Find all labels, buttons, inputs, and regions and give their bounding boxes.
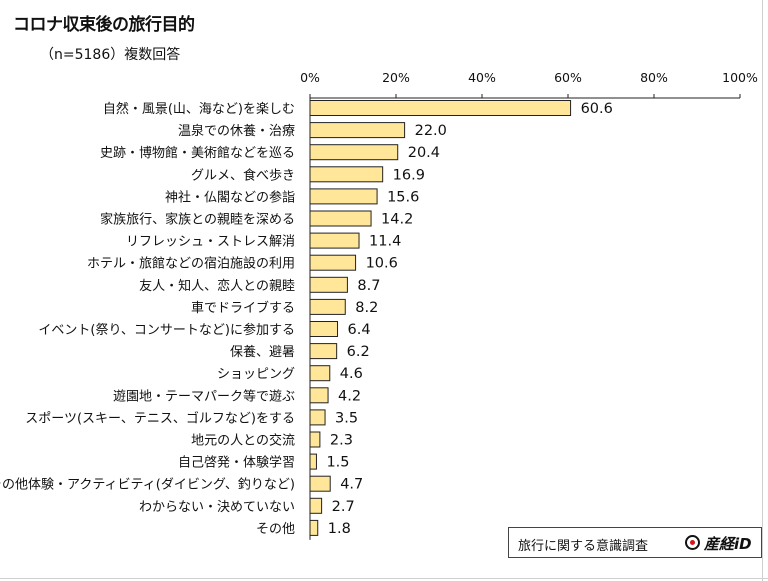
- data-label: 1.5: [326, 455, 349, 471]
- data-label: 8.7: [357, 278, 380, 294]
- data-label: 4.6: [340, 366, 363, 382]
- bar: [309, 409, 326, 426]
- category-label: グルメ、食べ歩き: [191, 167, 295, 183]
- data-label: 16.9: [393, 167, 425, 183]
- data-label: 2.3: [330, 433, 353, 449]
- category-label: 自然・風景(山、海など)を楽しむ: [103, 101, 295, 117]
- data-label: 20.4: [408, 145, 440, 161]
- bar: [309, 276, 348, 293]
- category-label: ホテル・旅館などの宿泊施設の利用: [87, 256, 295, 272]
- category-label: 車でドライブする: [191, 300, 295, 316]
- data-label: 8.2: [355, 300, 378, 316]
- category-label: その他体験・アクティビティ(ダイビング、釣りなど): [0, 477, 295, 493]
- brand-logo-icon: [685, 535, 700, 550]
- category-label: 自己啓発・体験学習: [178, 455, 295, 471]
- brand-name: 産経iD: [704, 535, 752, 553]
- category-label: 神社・仏閣などの参詣: [165, 189, 295, 205]
- category-label: その他: [256, 522, 295, 537]
- bar: [309, 431, 321, 448]
- category-label: わからない・決めていない: [139, 500, 295, 515]
- category-label: 家族旅行、家族との親睦を深める: [100, 212, 295, 228]
- bar: [309, 519, 319, 536]
- data-label: 1.8: [328, 521, 351, 537]
- category-label: リフレッシュ・ストレス解消: [126, 235, 295, 250]
- data-label: 6.2: [347, 344, 370, 360]
- x-tick-label: 40%: [468, 70, 496, 85]
- x-tick-label: 20%: [382, 70, 410, 85]
- bar: [309, 166, 384, 183]
- frame-border-right: [762, 0, 763, 581]
- x-tick-label: 0%: [300, 70, 320, 85]
- data-label: 4.2: [338, 388, 361, 404]
- data-label: 14.2: [381, 212, 413, 228]
- bar: [309, 188, 378, 205]
- category-label: 温泉での休養・治療: [178, 123, 295, 139]
- x-tick-label: 100%: [722, 70, 758, 85]
- x-tick-label: 80%: [640, 70, 668, 85]
- category-label: 遊園地・テーマパーク等で遊ぶ: [113, 388, 295, 404]
- data-label: 10.6: [366, 256, 398, 272]
- bar: [309, 298, 346, 315]
- frame-border-bottom: [0, 578, 768, 579]
- source-text: 旅行に関する意識調査: [518, 539, 649, 554]
- category-label: イベント(祭り、コンサートなど)に参加する: [38, 322, 295, 338]
- category-label: スポーツ(スキー、テニス、ゴルフなど)をする: [25, 410, 295, 426]
- bar: [309, 122, 406, 139]
- data-label: 60.6: [581, 101, 613, 117]
- data-label: 22.0: [415, 123, 447, 139]
- category-label: ショッピング: [217, 367, 295, 382]
- category-label: 保養、避暑: [230, 344, 295, 360]
- bar: [309, 254, 357, 271]
- data-label: 2.7: [332, 499, 355, 515]
- bar: [309, 144, 399, 161]
- category-label: 史跡・博物館・美術館などを巡る: [100, 145, 295, 161]
- bar: [309, 100, 572, 116]
- data-label: 3.5: [335, 410, 358, 426]
- bar: [309, 475, 331, 492]
- bar: [309, 343, 338, 360]
- brand-logo-dot: [690, 540, 695, 545]
- source-box: 旅行に関する意識調査 産経iD: [508, 527, 762, 558]
- bar: [309, 321, 339, 337]
- data-label: 11.4: [369, 234, 401, 250]
- category-label: 地元の人との交流: [191, 433, 295, 449]
- category-label: 友人・知人、恋人との親睦: [139, 278, 295, 294]
- bar: [309, 232, 360, 249]
- data-label: 15.6: [387, 189, 419, 205]
- data-label: 4.7: [340, 477, 363, 493]
- data-label: 6.4: [348, 322, 371, 338]
- bar: [309, 497, 323, 514]
- bar: [309, 210, 372, 227]
- x-tick-label: 60%: [554, 70, 582, 85]
- bar: [309, 453, 317, 470]
- chart-title: コロナ収束後の旅行目的: [13, 15, 195, 35]
- chart-subtitle: （n=5186）複数回答: [40, 47, 181, 63]
- bar: [309, 365, 331, 382]
- bar: [309, 387, 329, 404]
